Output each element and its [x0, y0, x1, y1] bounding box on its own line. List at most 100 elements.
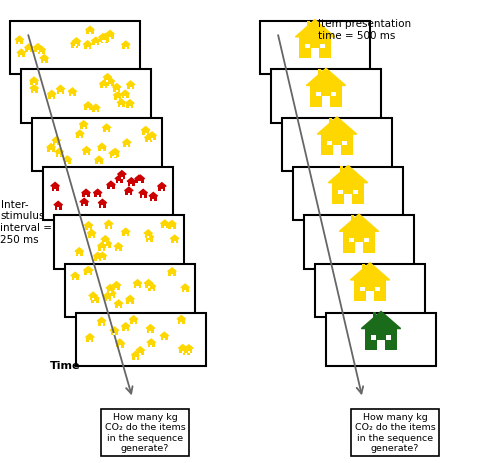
- Bar: [18, 53, 25, 57]
- Bar: [186, 348, 192, 353]
- Polygon shape: [296, 20, 335, 37]
- Polygon shape: [94, 189, 102, 193]
- Polygon shape: [55, 148, 64, 152]
- Bar: [114, 155, 116, 156]
- Bar: [95, 110, 97, 113]
- Bar: [116, 179, 123, 183]
- Bar: [99, 203, 106, 207]
- Bar: [90, 236, 92, 238]
- Bar: [108, 294, 116, 298]
- Bar: [338, 189, 343, 194]
- Bar: [318, 69, 321, 76]
- Polygon shape: [350, 263, 390, 280]
- Bar: [122, 45, 130, 49]
- Polygon shape: [122, 228, 130, 232]
- Polygon shape: [71, 272, 80, 276]
- Bar: [84, 106, 91, 110]
- Polygon shape: [84, 267, 93, 270]
- Bar: [101, 150, 103, 151]
- Polygon shape: [75, 248, 84, 251]
- Bar: [80, 202, 88, 206]
- Bar: [80, 125, 87, 129]
- Polygon shape: [112, 84, 121, 87]
- Bar: [34, 47, 42, 52]
- Bar: [271, 69, 381, 123]
- Bar: [113, 285, 120, 290]
- Polygon shape: [108, 290, 116, 294]
- Bar: [87, 108, 89, 110]
- Bar: [98, 147, 105, 151]
- Bar: [98, 162, 100, 164]
- Polygon shape: [82, 147, 91, 150]
- Bar: [86, 47, 88, 49]
- Polygon shape: [72, 38, 80, 42]
- Bar: [105, 224, 112, 229]
- Polygon shape: [117, 99, 126, 103]
- Bar: [179, 348, 186, 353]
- Polygon shape: [98, 243, 106, 246]
- Polygon shape: [30, 77, 38, 81]
- Bar: [86, 153, 87, 155]
- Bar: [343, 232, 375, 252]
- Polygon shape: [122, 323, 130, 326]
- Bar: [16, 40, 23, 44]
- Bar: [100, 84, 108, 88]
- Bar: [37, 50, 39, 52]
- Bar: [117, 344, 124, 349]
- Polygon shape: [92, 104, 100, 108]
- Bar: [110, 84, 112, 86]
- Bar: [134, 283, 141, 288]
- Bar: [100, 39, 108, 44]
- Bar: [130, 184, 132, 186]
- Bar: [108, 226, 110, 229]
- Bar: [85, 195, 87, 197]
- Bar: [320, 44, 324, 48]
- Polygon shape: [306, 69, 346, 86]
- Bar: [48, 94, 56, 99]
- Bar: [56, 143, 58, 145]
- Bar: [106, 288, 114, 293]
- Bar: [150, 289, 152, 291]
- Polygon shape: [88, 230, 96, 233]
- Text: How many kg
CO₂ do the items
in the sequence
generate?: How many kg CO₂ do the items in the sequ…: [354, 413, 436, 453]
- Bar: [372, 335, 376, 339]
- Polygon shape: [70, 40, 79, 44]
- Polygon shape: [144, 280, 153, 283]
- Bar: [72, 276, 79, 281]
- Bar: [171, 239, 178, 244]
- Polygon shape: [86, 334, 94, 337]
- Polygon shape: [142, 126, 150, 130]
- Bar: [126, 145, 128, 147]
- Bar: [104, 39, 106, 42]
- Polygon shape: [15, 36, 24, 40]
- Bar: [66, 162, 68, 164]
- Polygon shape: [160, 332, 168, 336]
- Bar: [132, 355, 140, 360]
- Bar: [106, 130, 108, 132]
- Bar: [306, 44, 310, 48]
- Polygon shape: [121, 90, 130, 94]
- Polygon shape: [114, 243, 122, 246]
- Polygon shape: [76, 130, 84, 134]
- Bar: [69, 92, 76, 96]
- Polygon shape: [178, 344, 187, 348]
- Polygon shape: [34, 44, 42, 47]
- Bar: [344, 194, 352, 204]
- Bar: [21, 69, 151, 123]
- Bar: [87, 273, 89, 275]
- Polygon shape: [94, 156, 104, 160]
- Polygon shape: [116, 340, 125, 344]
- Bar: [129, 106, 131, 108]
- Bar: [110, 154, 116, 158]
- Bar: [109, 37, 111, 38]
- Bar: [168, 271, 175, 276]
- Bar: [88, 233, 95, 238]
- Polygon shape: [118, 171, 126, 174]
- Polygon shape: [40, 55, 48, 58]
- Bar: [88, 228, 90, 230]
- Bar: [110, 188, 112, 189]
- Bar: [322, 96, 330, 106]
- Bar: [102, 206, 103, 207]
- Bar: [132, 322, 134, 324]
- Polygon shape: [101, 33, 110, 37]
